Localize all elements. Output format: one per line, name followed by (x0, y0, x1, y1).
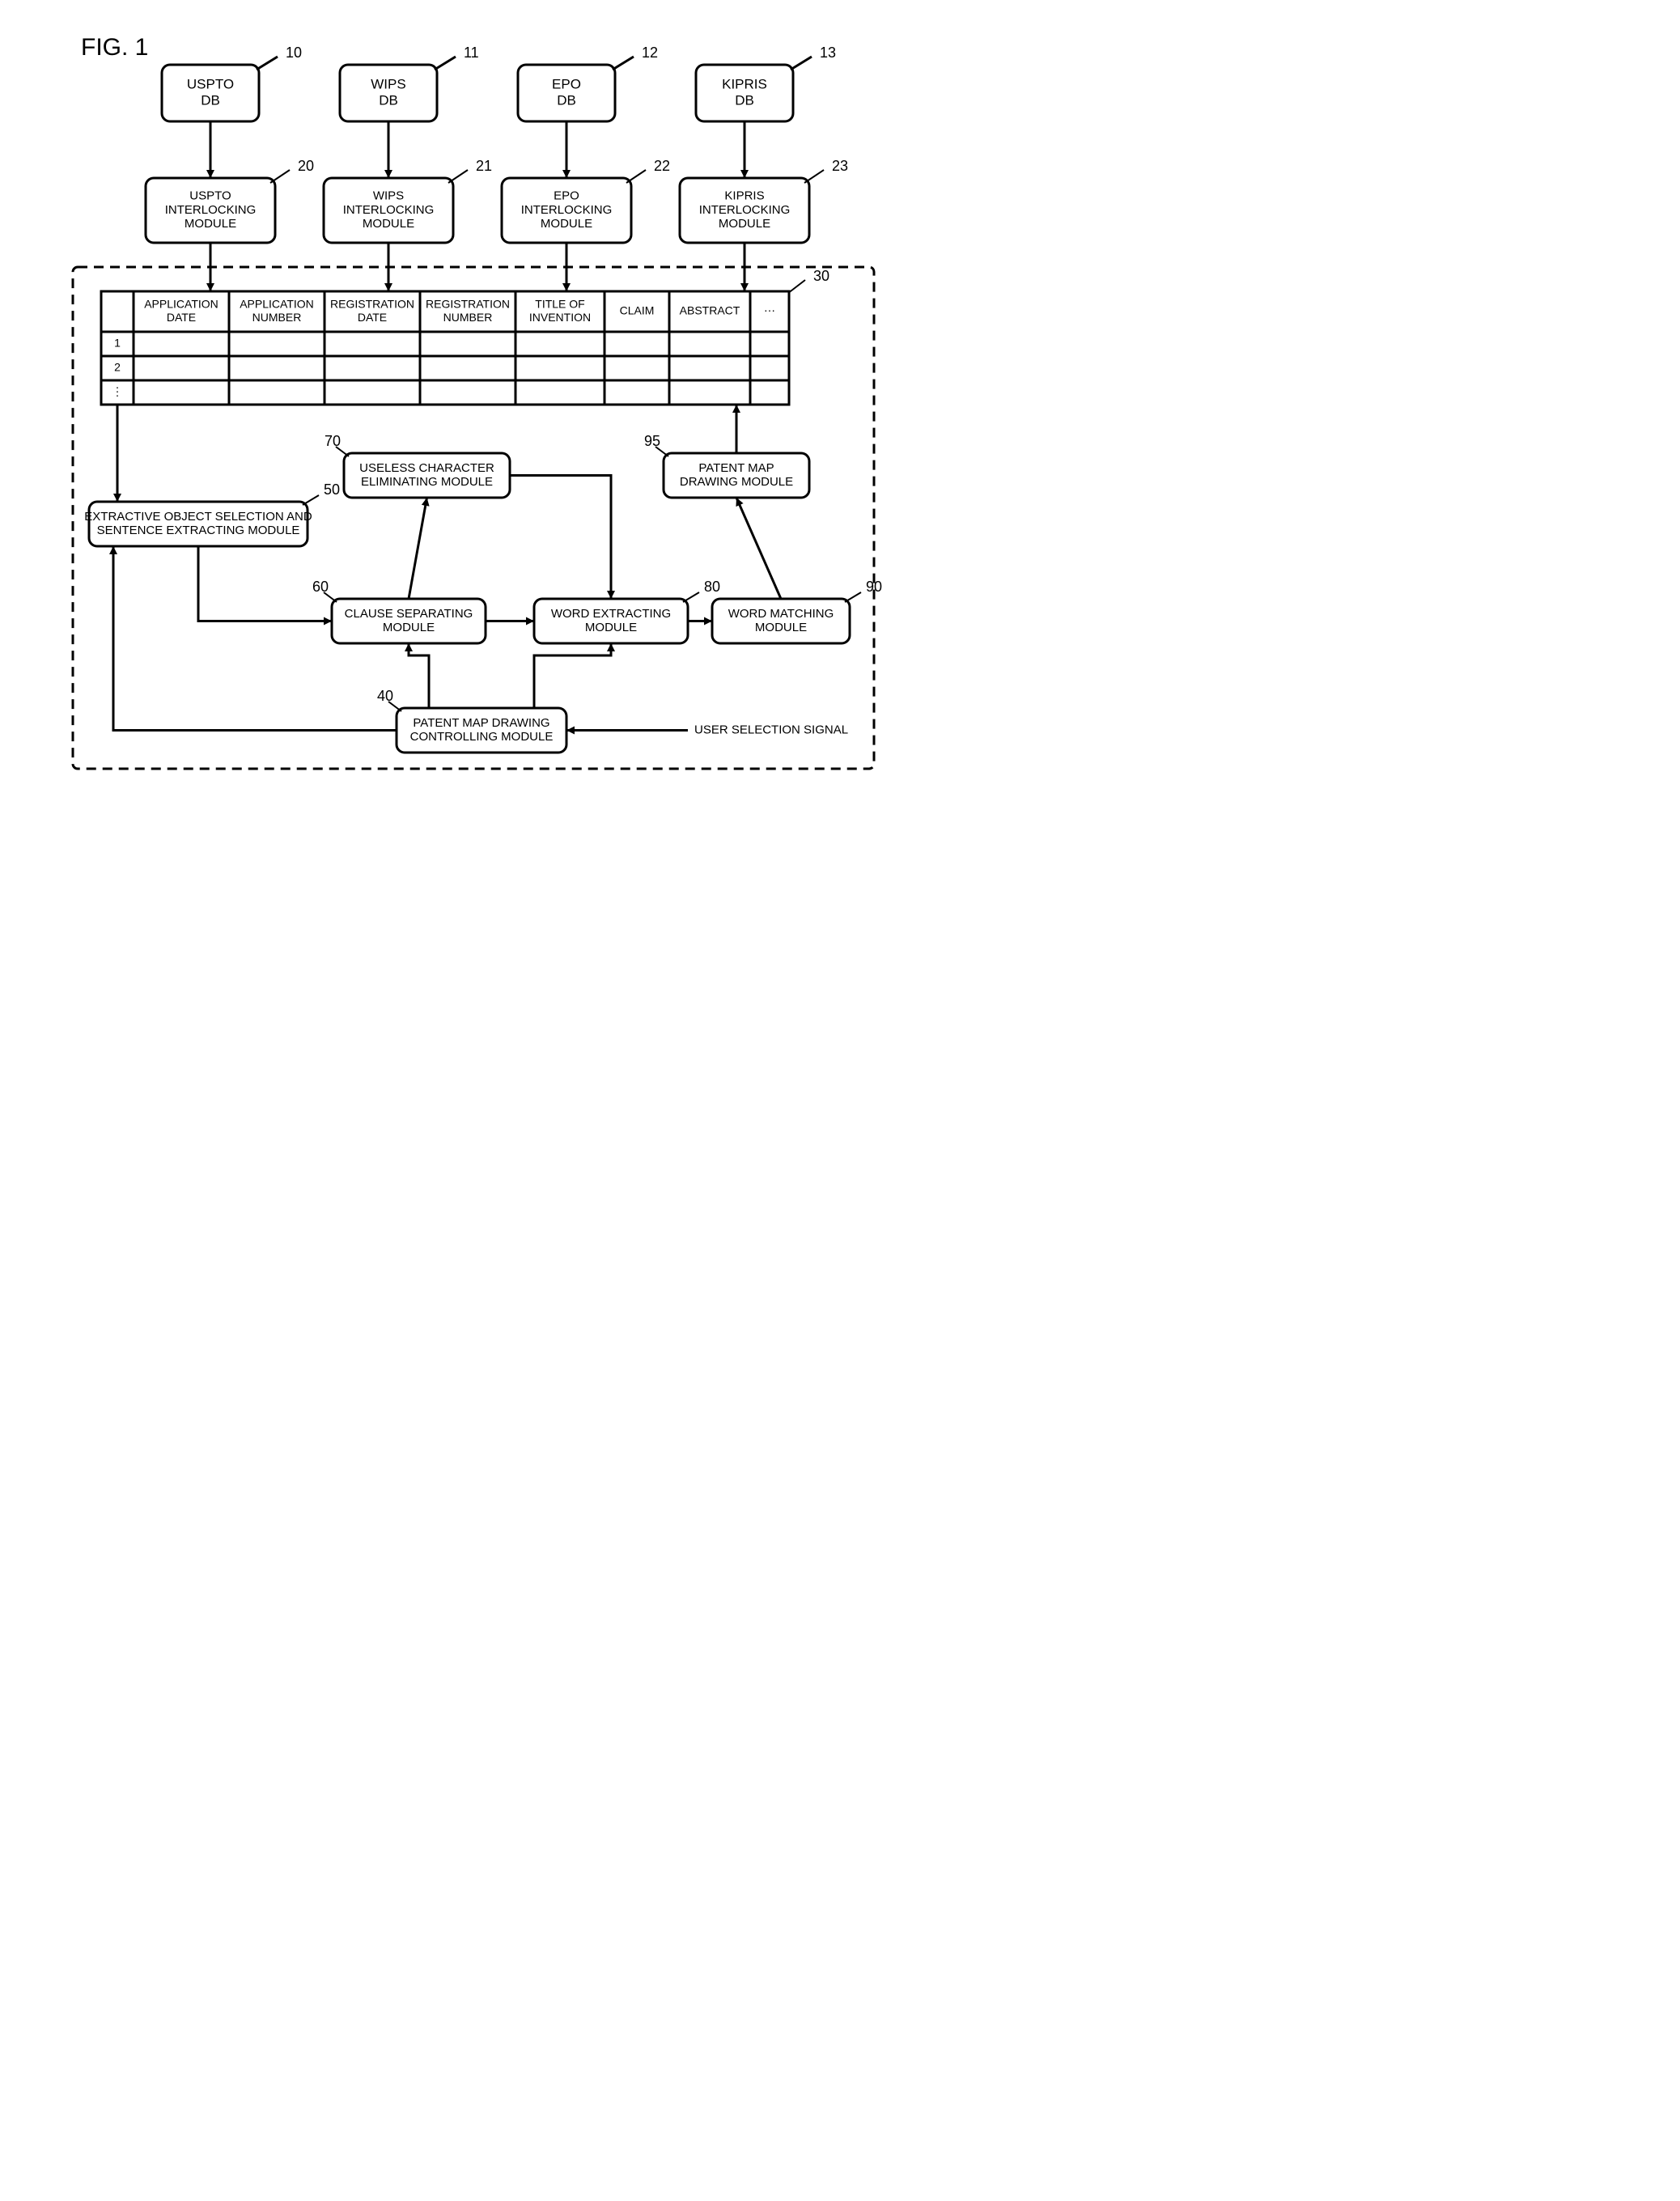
svg-text:EPO: EPO (552, 77, 581, 92)
svg-text:22: 22 (654, 158, 670, 174)
svg-text:MODULE: MODULE (363, 217, 414, 231)
svg-text:MODULE: MODULE (185, 217, 236, 231)
svg-text:PATENT MAP: PATENT MAP (698, 461, 774, 475)
svg-text:INVENTION: INVENTION (529, 311, 591, 324)
svg-text:DB: DB (735, 92, 754, 108)
svg-text:DATE: DATE (358, 311, 387, 324)
svg-text:APPLICATION: APPLICATION (240, 298, 314, 311)
svg-text:PATENT MAP DRAWING: PATENT MAP DRAWING (413, 716, 549, 730)
svg-text:21: 21 (476, 158, 492, 174)
svg-text:DB: DB (379, 92, 398, 108)
svg-text:NUMBER: NUMBER (443, 311, 493, 324)
svg-text:CLAIM: CLAIM (620, 304, 655, 317)
svg-text:70: 70 (325, 433, 341, 449)
svg-text:INTERLOCKING: INTERLOCKING (521, 203, 613, 217)
svg-text:30: 30 (813, 268, 829, 284)
svg-text:USER SELECTION SIGNAL: USER SELECTION SIGNAL (694, 723, 848, 736)
svg-text:APPLICATION: APPLICATION (144, 298, 218, 311)
svg-text:11: 11 (464, 45, 479, 61)
diagram-svg: FIG. 1USPTODB10WIPSDB11EPODB12KIPRISDB13… (16, 16, 906, 1068)
svg-text:MODULE: MODULE (585, 621, 637, 634)
svg-text:95: 95 (644, 433, 660, 449)
svg-text:60: 60 (312, 579, 329, 595)
svg-text:ABSTRACT: ABSTRACT (680, 304, 740, 317)
svg-text:NUMBER: NUMBER (252, 311, 302, 324)
svg-text:USPTO: USPTO (189, 189, 231, 203)
svg-text:KIPRIS: KIPRIS (724, 189, 764, 203)
svg-text:REGISTRATION: REGISTRATION (330, 298, 414, 311)
svg-text:USELESS CHARACTER: USELESS CHARACTER (359, 461, 494, 475)
svg-text:EPO: EPO (554, 189, 579, 203)
svg-text:50: 50 (324, 481, 340, 498)
svg-text:SENTENCE EXTRACTING MODULE: SENTENCE EXTRACTING MODULE (97, 524, 300, 537)
svg-text:WIPS: WIPS (373, 189, 404, 203)
svg-text:INTERLOCKING: INTERLOCKING (699, 203, 791, 217)
svg-text:23: 23 (832, 158, 848, 174)
svg-text:REGISTRATION: REGISTRATION (426, 298, 510, 311)
svg-text:CLAUSE SEPARATING: CLAUSE SEPARATING (345, 607, 473, 621)
svg-text:MODULE: MODULE (719, 217, 770, 231)
svg-text:DB: DB (557, 92, 576, 108)
svg-text:TITLE OF: TITLE OF (535, 298, 584, 311)
svg-text:10: 10 (286, 45, 302, 61)
svg-text:DATE: DATE (167, 311, 196, 324)
svg-text:MODULE: MODULE (541, 217, 592, 231)
svg-text:40: 40 (377, 688, 393, 704)
svg-text:MODULE: MODULE (755, 621, 807, 634)
svg-text:⋮: ⋮ (112, 385, 123, 398)
svg-text:ELIMINATING MODULE: ELIMINATING MODULE (361, 475, 493, 489)
svg-text:DRAWING MODULE: DRAWING MODULE (680, 475, 793, 489)
svg-text:FIG. 1: FIG. 1 (81, 34, 148, 61)
svg-text:INTERLOCKING: INTERLOCKING (165, 203, 257, 217)
svg-text:WORD EXTRACTING: WORD EXTRACTING (551, 607, 671, 621)
svg-text:1: 1 (114, 337, 121, 350)
svg-text:USPTO: USPTO (187, 77, 234, 92)
svg-text:DB: DB (201, 92, 220, 108)
svg-text:20: 20 (298, 158, 314, 174)
svg-text:13: 13 (820, 45, 836, 61)
svg-text:90: 90 (866, 579, 882, 595)
svg-text:EXTRACTIVE OBJECT SELECTION AN: EXTRACTIVE OBJECT SELECTION AND (84, 510, 312, 524)
svg-text:12: 12 (642, 45, 658, 61)
svg-text:MODULE: MODULE (383, 621, 435, 634)
svg-text:WIPS: WIPS (371, 77, 405, 92)
svg-text:CONTROLLING MODULE: CONTROLLING MODULE (410, 730, 554, 744)
svg-text:KIPRIS: KIPRIS (722, 77, 767, 92)
svg-text:2: 2 (114, 361, 121, 374)
svg-text:80: 80 (704, 579, 720, 595)
svg-text:INTERLOCKING: INTERLOCKING (343, 203, 435, 217)
svg-text:WORD MATCHING: WORD MATCHING (728, 607, 834, 621)
svg-text:⋯: ⋯ (764, 304, 775, 317)
